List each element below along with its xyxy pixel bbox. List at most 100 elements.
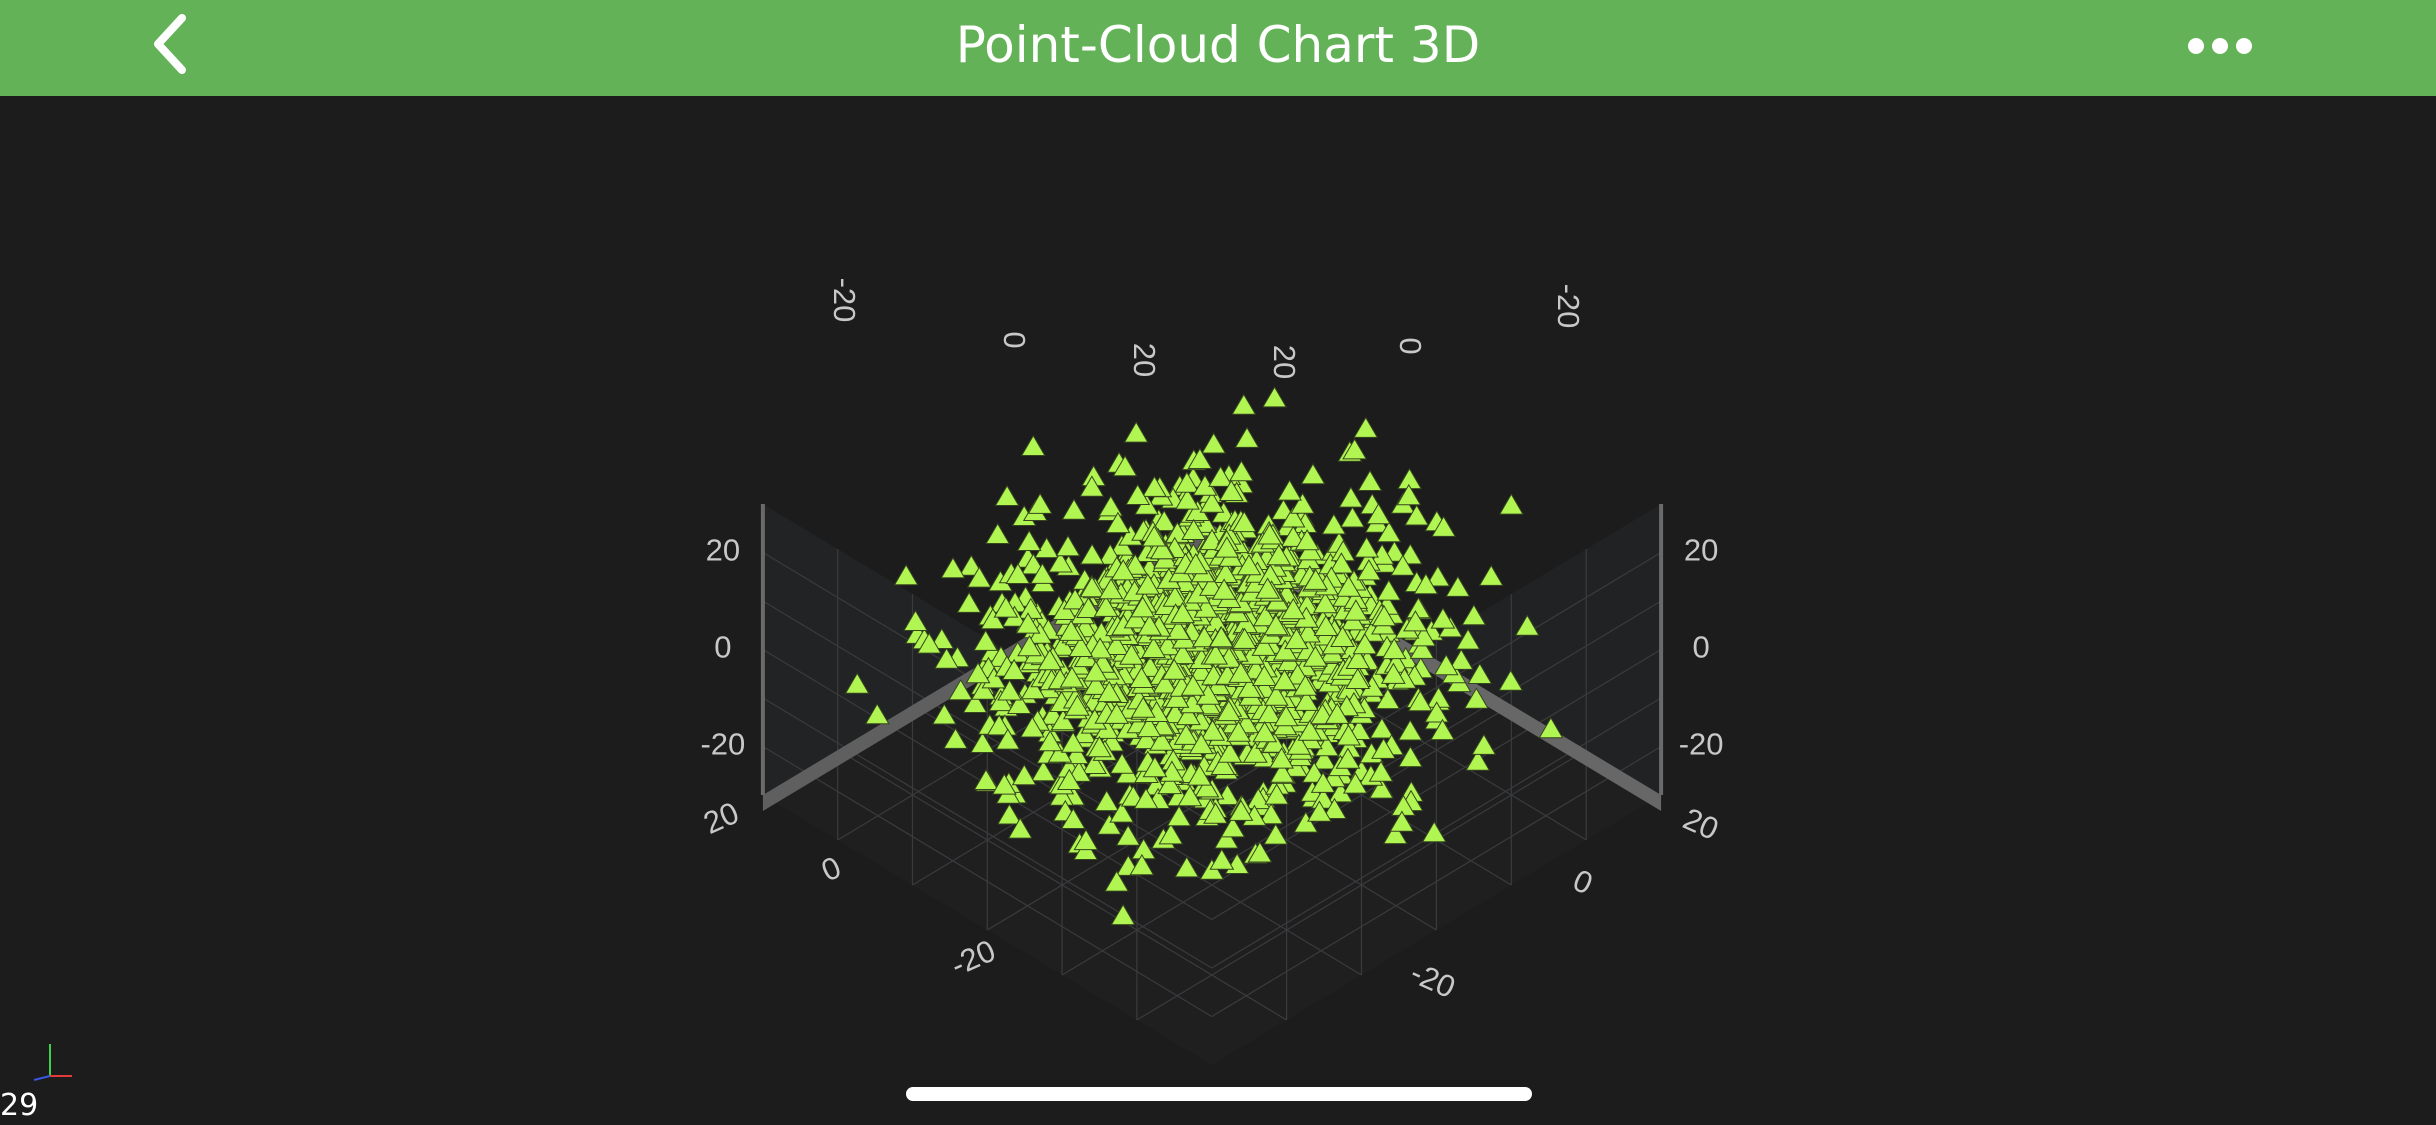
- data-point: [1165, 618, 1191, 640]
- data-point: [1020, 434, 1046, 456]
- data-point: [1122, 553, 1148, 575]
- data-point: [1094, 789, 1120, 812]
- data-point: [1199, 528, 1225, 551]
- data-point: [962, 691, 988, 713]
- data-point: [1445, 575, 1471, 597]
- data-point: [864, 703, 890, 725]
- data-point: [1164, 686, 1190, 708]
- data-point: [973, 768, 999, 790]
- data-point: [1357, 469, 1383, 491]
- data-point: [1181, 518, 1207, 540]
- data-point: [1079, 543, 1105, 565]
- home-indicator[interactable]: [906, 1087, 1532, 1101]
- data-point: [1096, 680, 1122, 703]
- data-point: [1175, 488, 1200, 510]
- data-point: [970, 731, 995, 753]
- data-point: [1231, 510, 1257, 533]
- data-point: [1142, 475, 1167, 497]
- data-point: [956, 591, 982, 613]
- data-point: [1158, 823, 1184, 845]
- data-point: [1321, 513, 1347, 535]
- more-button[interactable]: [2180, 20, 2260, 70]
- data-point: [1027, 492, 1053, 514]
- data-point: [1338, 486, 1364, 508]
- point-cloud-chart[interactable]: 20 20 0 0 -20 -20 20 0 -20 20 0 -20 -20 0 20 20 0 -20: [0, 96, 2436, 1125]
- data-point: [995, 728, 1021, 750]
- data-point: [1252, 605, 1278, 627]
- data-point: [1368, 777, 1394, 799]
- data-point: [1149, 729, 1174, 751]
- data-point: [973, 629, 999, 651]
- data-point: [1353, 416, 1379, 438]
- data-point: [1151, 509, 1177, 532]
- data-point: [1433, 653, 1459, 676]
- data-point: [1050, 634, 1076, 656]
- data-point: [1376, 579, 1402, 601]
- data-point: [1234, 426, 1260, 448]
- data-point: [1231, 393, 1257, 415]
- data-point: [1161, 658, 1187, 680]
- data-point: [1465, 749, 1491, 771]
- data-point: [1061, 498, 1087, 520]
- data-point: [1343, 599, 1369, 621]
- data-point: [1211, 578, 1237, 600]
- data-point: [1261, 731, 1287, 753]
- point-cloud-series: [844, 386, 1564, 926]
- data-point: [1312, 591, 1338, 614]
- data-point: [1001, 658, 1027, 680]
- data-point: [997, 679, 1023, 701]
- data-point: [1201, 432, 1227, 454]
- data-point: [1203, 802, 1228, 824]
- data-point: [966, 566, 992, 588]
- data-point: [1292, 674, 1318, 696]
- data-point: [1079, 475, 1105, 497]
- data-point: [1030, 562, 1055, 584]
- data-point: [1037, 649, 1063, 671]
- data-point: [1048, 551, 1073, 573]
- data-point: [1251, 664, 1277, 686]
- data-point: [993, 596, 1019, 618]
- data-point: [1277, 479, 1302, 501]
- data-point: [1407, 689, 1433, 712]
- data-point: [1134, 727, 1159, 750]
- data-point: [1017, 635, 1042, 657]
- data-point: [1137, 614, 1162, 636]
- fps-counter: 29: [0, 1088, 39, 1123]
- back-button[interactable]: [140, 10, 210, 80]
- data-point: [1269, 747, 1294, 769]
- data-point: [1286, 733, 1312, 755]
- data-point: [1216, 699, 1242, 722]
- data-point: [1058, 619, 1084, 641]
- data-point: [1236, 554, 1262, 576]
- back-wall-tick-label: 0: [1393, 337, 1428, 354]
- data-point: [1303, 568, 1329, 590]
- data-point: [1109, 752, 1135, 774]
- chevron-left-icon: [154, 14, 186, 74]
- data-point: [1256, 701, 1282, 724]
- nav-bar: Point-Cloud Chart 3D: [0, 0, 2436, 96]
- data-point: [1157, 772, 1183, 795]
- data-point: [1218, 479, 1244, 501]
- data-point: [1123, 607, 1149, 629]
- data-point: [1389, 810, 1415, 832]
- data-point: [1397, 719, 1423, 741]
- data-point: [1199, 491, 1225, 513]
- data-point: [1404, 504, 1430, 526]
- data-point: [1264, 783, 1290, 805]
- data-point: [1300, 463, 1326, 485]
- back-wall-tick-label: -20: [827, 278, 862, 323]
- data-point: [1104, 702, 1130, 724]
- data-point: [1369, 717, 1395, 739]
- data-point: [1314, 735, 1340, 757]
- data-point: [1011, 763, 1037, 786]
- data-point: [1356, 559, 1382, 581]
- data-point: [1251, 634, 1277, 656]
- data-point: [1130, 596, 1156, 618]
- data-point: [1371, 604, 1397, 627]
- data-point: [1220, 816, 1246, 838]
- z-tick-label: 20: [1678, 801, 1724, 847]
- data-point: [1037, 730, 1063, 752]
- data-point: [1425, 565, 1451, 587]
- data-point: [1294, 529, 1320, 551]
- data-point: [1059, 666, 1085, 688]
